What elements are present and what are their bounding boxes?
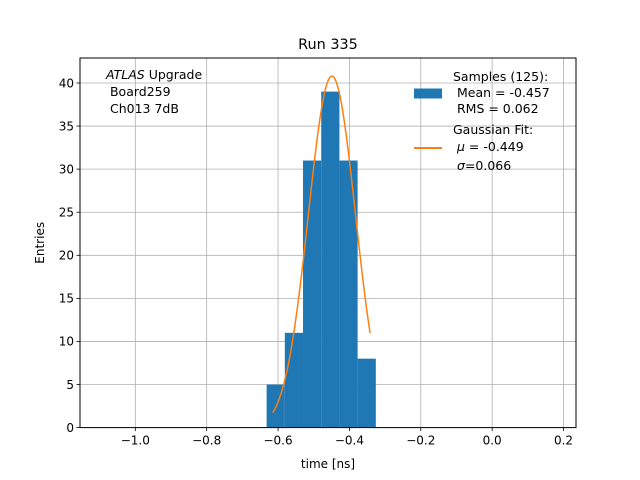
y-axis-label: Entries [33, 222, 47, 264]
x-tick-label: −1.0 [121, 434, 150, 448]
y-axis-ticks: 0 5 10 15 20 25 30 35 40 [59, 76, 80, 435]
x-axis-label: time [ns] [301, 457, 355, 471]
x-axis-ticks: −1.0 −0.8 −0.6 −0.4 −0.2 0.0 0.2 [121, 427, 573, 448]
plot-frame [79, 57, 577, 429]
histogram-bars [266, 91, 376, 428]
y-tick-label: 20 [59, 249, 74, 263]
x-tick-label: −0.8 [192, 434, 221, 448]
legend: Samples (125): Mean = -0.457 RMS = 0.062… [414, 69, 550, 173]
annotation-line-3: Ch013 7dB [106, 101, 179, 116]
atlas-label: ATLAS [105, 67, 145, 82]
legend-samples-swatch [414, 88, 442, 99]
x-tick-label: −0.4 [335, 434, 364, 448]
legend-fit-sigma: σ=0.066 [457, 158, 511, 173]
legend-samples-mean: Mean = -0.457 [453, 85, 550, 100]
y-tick-label: 30 [59, 162, 74, 176]
y-tick-label: 0 [66, 421, 74, 435]
y-tick-label: 25 [59, 206, 74, 220]
y-tick-label: 5 [66, 378, 74, 392]
x-tick-label: 0.0 [483, 434, 502, 448]
sigma-symbol: σ [457, 158, 466, 173]
chart-title: Run 335 [298, 37, 358, 53]
histogram-bar [321, 91, 340, 428]
mu-value: = -0.449 [465, 139, 524, 154]
histogram-bar [357, 358, 376, 428]
upgrade-label: Upgrade [145, 67, 203, 82]
legend-fit-title: Gaussian Fit: [453, 122, 533, 137]
histogram-bar [284, 332, 304, 428]
histogram-bar [339, 160, 358, 428]
y-tick-label: 15 [59, 292, 74, 306]
mu-symbol: μ [456, 139, 465, 154]
x-tick-label: 0.2 [554, 434, 573, 448]
legend-samples-title: Samples (125): [453, 69, 548, 84]
y-tick-label: 35 [59, 119, 74, 133]
gaussian-fit-line [272, 75, 371, 414]
annotation-line-2: Board259 [106, 84, 171, 99]
legend-samples-rms: RMS = 0.062 [453, 101, 539, 116]
histogram-bar [303, 160, 322, 428]
run-annotation: ATLAS Upgrade Board259 Ch013 7dB [105, 67, 202, 116]
sigma-value: =0.066 [465, 158, 511, 173]
legend-fit-mu: μ = -0.449 [456, 139, 524, 154]
y-tick-label: 40 [59, 76, 74, 90]
annotation-line-1: ATLAS Upgrade [105, 67, 202, 82]
x-tick-label: −0.2 [406, 434, 435, 448]
y-tick-label: 10 [59, 335, 74, 349]
x-tick-label: −0.6 [263, 434, 292, 448]
